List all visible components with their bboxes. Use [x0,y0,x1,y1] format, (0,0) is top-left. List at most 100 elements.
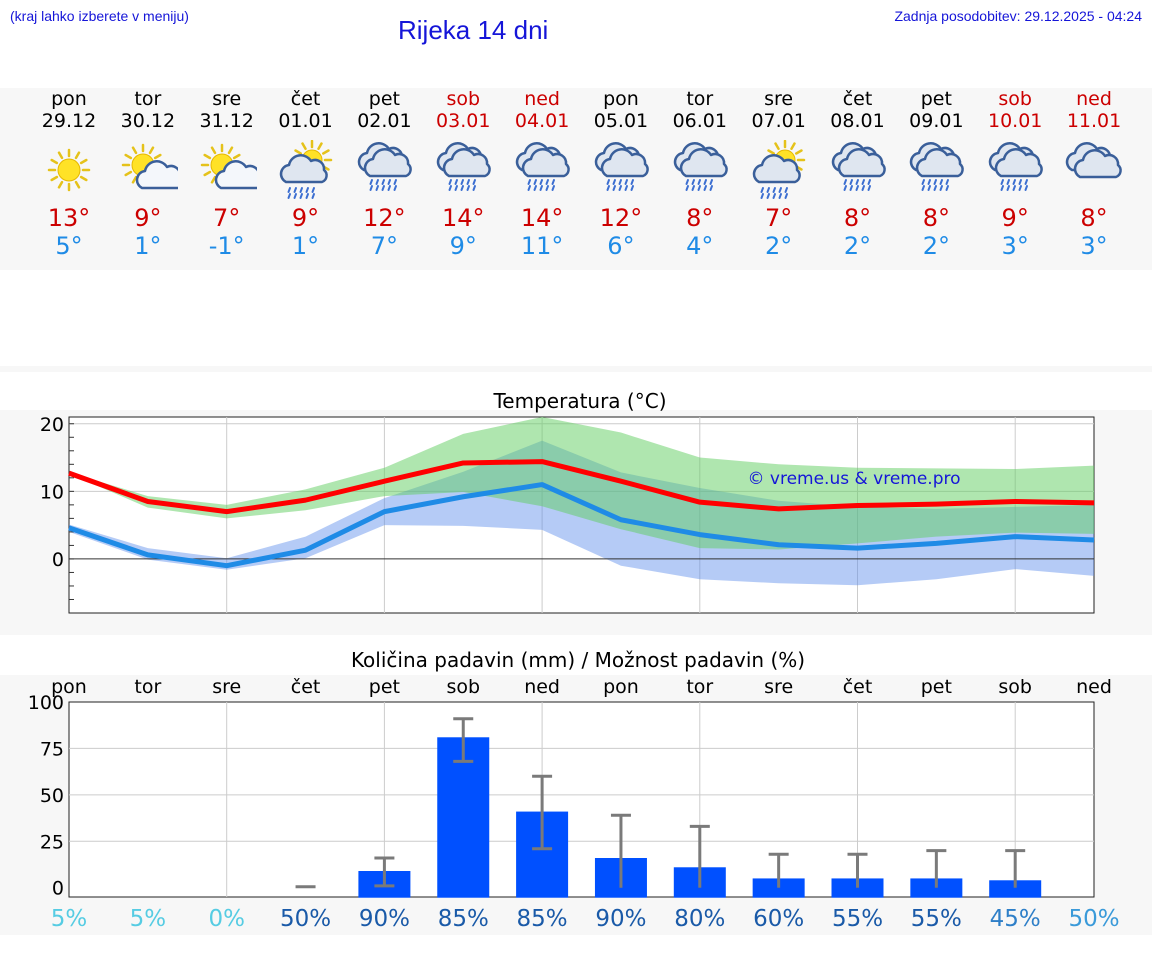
day-date: 06.01 [672,110,727,132]
precip-probability: 80% [674,906,725,932]
day-column: sob 10.01 9° 3° [975,88,1055,260]
sun-rain-cloud-icon [752,140,805,199]
precip-probability: 45% [990,906,1041,932]
day-column: pet 09.01 8° 2° [896,88,976,260]
temp-max: 7° [765,204,793,232]
precip-probability: 5% [130,906,167,932]
y-tick-label: 50 [40,785,64,807]
precip-bar [989,880,1042,898]
temp-max: 9° [1001,204,1029,232]
y-tick-label: 20 [40,414,64,436]
temp-max: 8° [922,204,950,232]
day-column: sre 07.01 7° 2° [739,88,819,260]
day-column: sob 03.01 14° 9° [423,88,503,260]
day-date: 01.01 [278,110,333,132]
sun-cloud-icon [121,143,178,190]
temp-min: 2° [922,232,950,260]
day-name: sre [212,88,242,110]
temp-max: 14° [441,204,485,232]
y-tick-label: 10 [40,481,64,503]
last-update: Zadnja posodobitev: 29.12.2025 - 04:24 [894,8,1142,24]
precip-probability: 90% [359,906,410,932]
page-title: Rijeka 14 dni [398,15,549,45]
day-name: tor [686,88,714,110]
day-name: sre [764,88,794,110]
day-column: tor 30.12 9° 1° [108,88,188,260]
day-date: 31.12 [199,110,254,132]
day-date: 08.01 [830,110,885,132]
temp-min: 6° [607,232,635,260]
day-label: pon [603,676,639,698]
day-name: čet [842,88,873,110]
day-label: pet [921,676,952,698]
day-label: sob [998,676,1032,698]
chart-title: Temperatura (°C) [492,389,666,413]
temp-max: 9° [134,204,162,232]
precip-probability: 60% [753,906,804,932]
day-column: pet 02.01 12° 7° [344,88,424,260]
temp-min: 3° [1080,232,1108,260]
temp-min: 4° [686,232,714,260]
day-name: sob [446,88,481,110]
temp-min: 7° [370,232,399,260]
temp-max: 7° [213,204,241,232]
day-name: pet [368,88,400,110]
day-name: pon [51,88,87,110]
precip-probability: 50% [280,906,331,932]
chart-title: Količina padavin (mm) / Možnost padavin … [351,648,805,672]
precip-probability: 0% [208,906,245,932]
precip-bar [437,737,490,898]
y-tick-label: 0 [52,878,64,900]
day-column: tor 06.01 8° 4° [660,88,740,260]
day-name: pon [603,88,639,110]
day-date: 10.01 [987,110,1043,132]
day-label: pon [51,676,87,698]
day-date: 07.01 [751,110,806,132]
day-label: čet [843,676,873,698]
day-column: pon 05.01 12° 6° [581,88,661,260]
rain-cloud-icon [988,142,1044,191]
precip-probability: 55% [832,906,883,932]
rain-cloud-icon [358,142,413,191]
temperature-chart: Temperatura (°C) 20 10 0 © vreme.us & vreme.… [40,389,1095,614]
day-column: ned 04.01 14° 11° [502,88,582,260]
temp-max: 12° [363,204,406,232]
max-temp-line [68,459,1095,515]
precip-probability: 90% [595,906,646,932]
day-label: sre [212,676,241,698]
sun-icon [47,148,91,192]
divider [0,366,1152,372]
temp-max: 8° [843,204,872,232]
plot-area [68,701,1095,898]
max-temp-range [69,417,1095,550]
temp-min: 1° [134,232,162,260]
day-column: sre 31.12 7° -1° [187,88,267,260]
day-date: 03.01 [436,110,491,132]
temp-max: 8° [686,204,714,232]
precip-probability: 5% [51,906,88,932]
day-column: ned 11.01 8° 3° [1054,88,1134,260]
temp-min: 3° [1001,232,1029,260]
day-label: čet [291,676,321,698]
precip-bar [910,878,963,898]
y-tick-label: 100 [28,692,64,714]
day-date: 02.01 [357,110,412,132]
day-label: sre [764,676,793,698]
y-tick-label: 25 [40,831,64,853]
precip-bar [752,878,805,898]
day-column: čet 01.01 9° 1° [266,88,346,260]
day-name: tor [134,88,162,110]
temp-max: 9° [291,204,320,232]
precip-bar [831,878,884,898]
rain-cloud-icon [515,142,570,191]
precip-probability: 55% [911,906,962,932]
forecast-strip [0,88,1152,270]
day-name: ned [1076,88,1112,110]
temp-min: 5° [55,232,83,260]
min-temp-line [68,482,1095,569]
precipitation-chart: Količina padavin (mm) / Možnost padavin … [28,648,1120,932]
temp-max: 13° [47,204,91,232]
day-label: pet [369,676,400,698]
temp-max: 14° [520,204,564,232]
rain-cloud-icon [437,142,492,191]
